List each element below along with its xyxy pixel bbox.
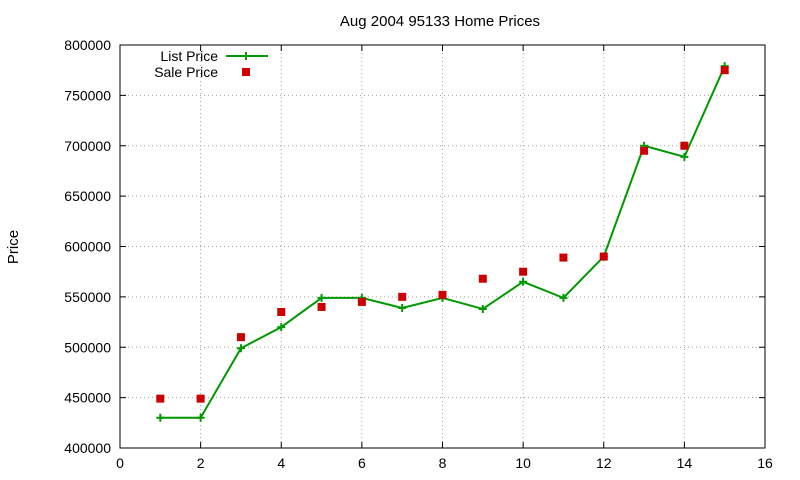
series-layer	[156, 62, 729, 422]
sale-price-point	[599, 252, 608, 261]
sale-price-point	[236, 333, 245, 342]
y-tick-label: 800000	[64, 37, 111, 53]
grid	[120, 45, 765, 448]
list-price-point	[156, 413, 165, 422]
legend-marker	[242, 52, 250, 60]
list-price-point	[519, 277, 528, 286]
y-tick-label: 600000	[64, 239, 111, 255]
list-price-point	[680, 152, 689, 161]
y-tick-label: 400000	[64, 440, 111, 456]
axis-ticks: 400000 450000 500000 550000 600000 650000 7000…	[64, 37, 773, 471]
list-price-point	[236, 344, 245, 353]
x-tick-label: 16	[757, 455, 773, 471]
list-price-point	[277, 323, 286, 332]
list-price-point	[398, 303, 407, 312]
x-tick-label: 12	[596, 455, 612, 471]
x-tick-label: 6	[358, 455, 366, 471]
y-tick-label: 450000	[64, 390, 111, 406]
legend-marker	[242, 68, 250, 76]
y-tick-label: 500000	[64, 339, 111, 355]
sale-price-point	[317, 302, 326, 311]
y-tick-label: 750000	[64, 87, 111, 103]
y-axis-label: Price	[5, 230, 22, 264]
y-tick-label: 550000	[64, 289, 111, 305]
sale-price-point	[519, 267, 528, 276]
sale-price-point	[277, 307, 286, 316]
series-sale-price	[156, 66, 729, 403]
y-tick-label: 650000	[64, 188, 111, 204]
sale-price-point	[680, 141, 689, 150]
sale-price-point	[559, 253, 568, 262]
x-tick-label: 14	[677, 455, 693, 471]
list-price-point	[317, 293, 326, 302]
y-tick-label: 700000	[64, 138, 111, 154]
list-price-point	[478, 304, 487, 313]
sale-price-point	[196, 394, 205, 403]
legend-label: Sale Price	[154, 64, 218, 80]
sale-price-point	[478, 274, 487, 283]
x-tick-label: 10	[515, 455, 531, 471]
list-price-point	[196, 413, 205, 422]
plot-frame	[119, 44, 766, 449]
x-tick-label: 8	[439, 455, 447, 471]
sale-price-point	[398, 292, 407, 301]
chart-title: Aug 2004 95133 Home Prices	[340, 13, 540, 30]
x-tick-label: 0	[116, 455, 124, 471]
x-tick-label: 4	[277, 455, 285, 471]
list-price-point	[559, 293, 568, 302]
sale-price-point	[438, 290, 447, 299]
sale-price-point	[720, 66, 729, 75]
x-tick-label: 2	[197, 455, 205, 471]
sale-price-point	[357, 297, 366, 306]
sale-price-point	[640, 146, 649, 155]
legend-label: List Price	[160, 48, 218, 64]
sale-price-point	[156, 394, 165, 403]
